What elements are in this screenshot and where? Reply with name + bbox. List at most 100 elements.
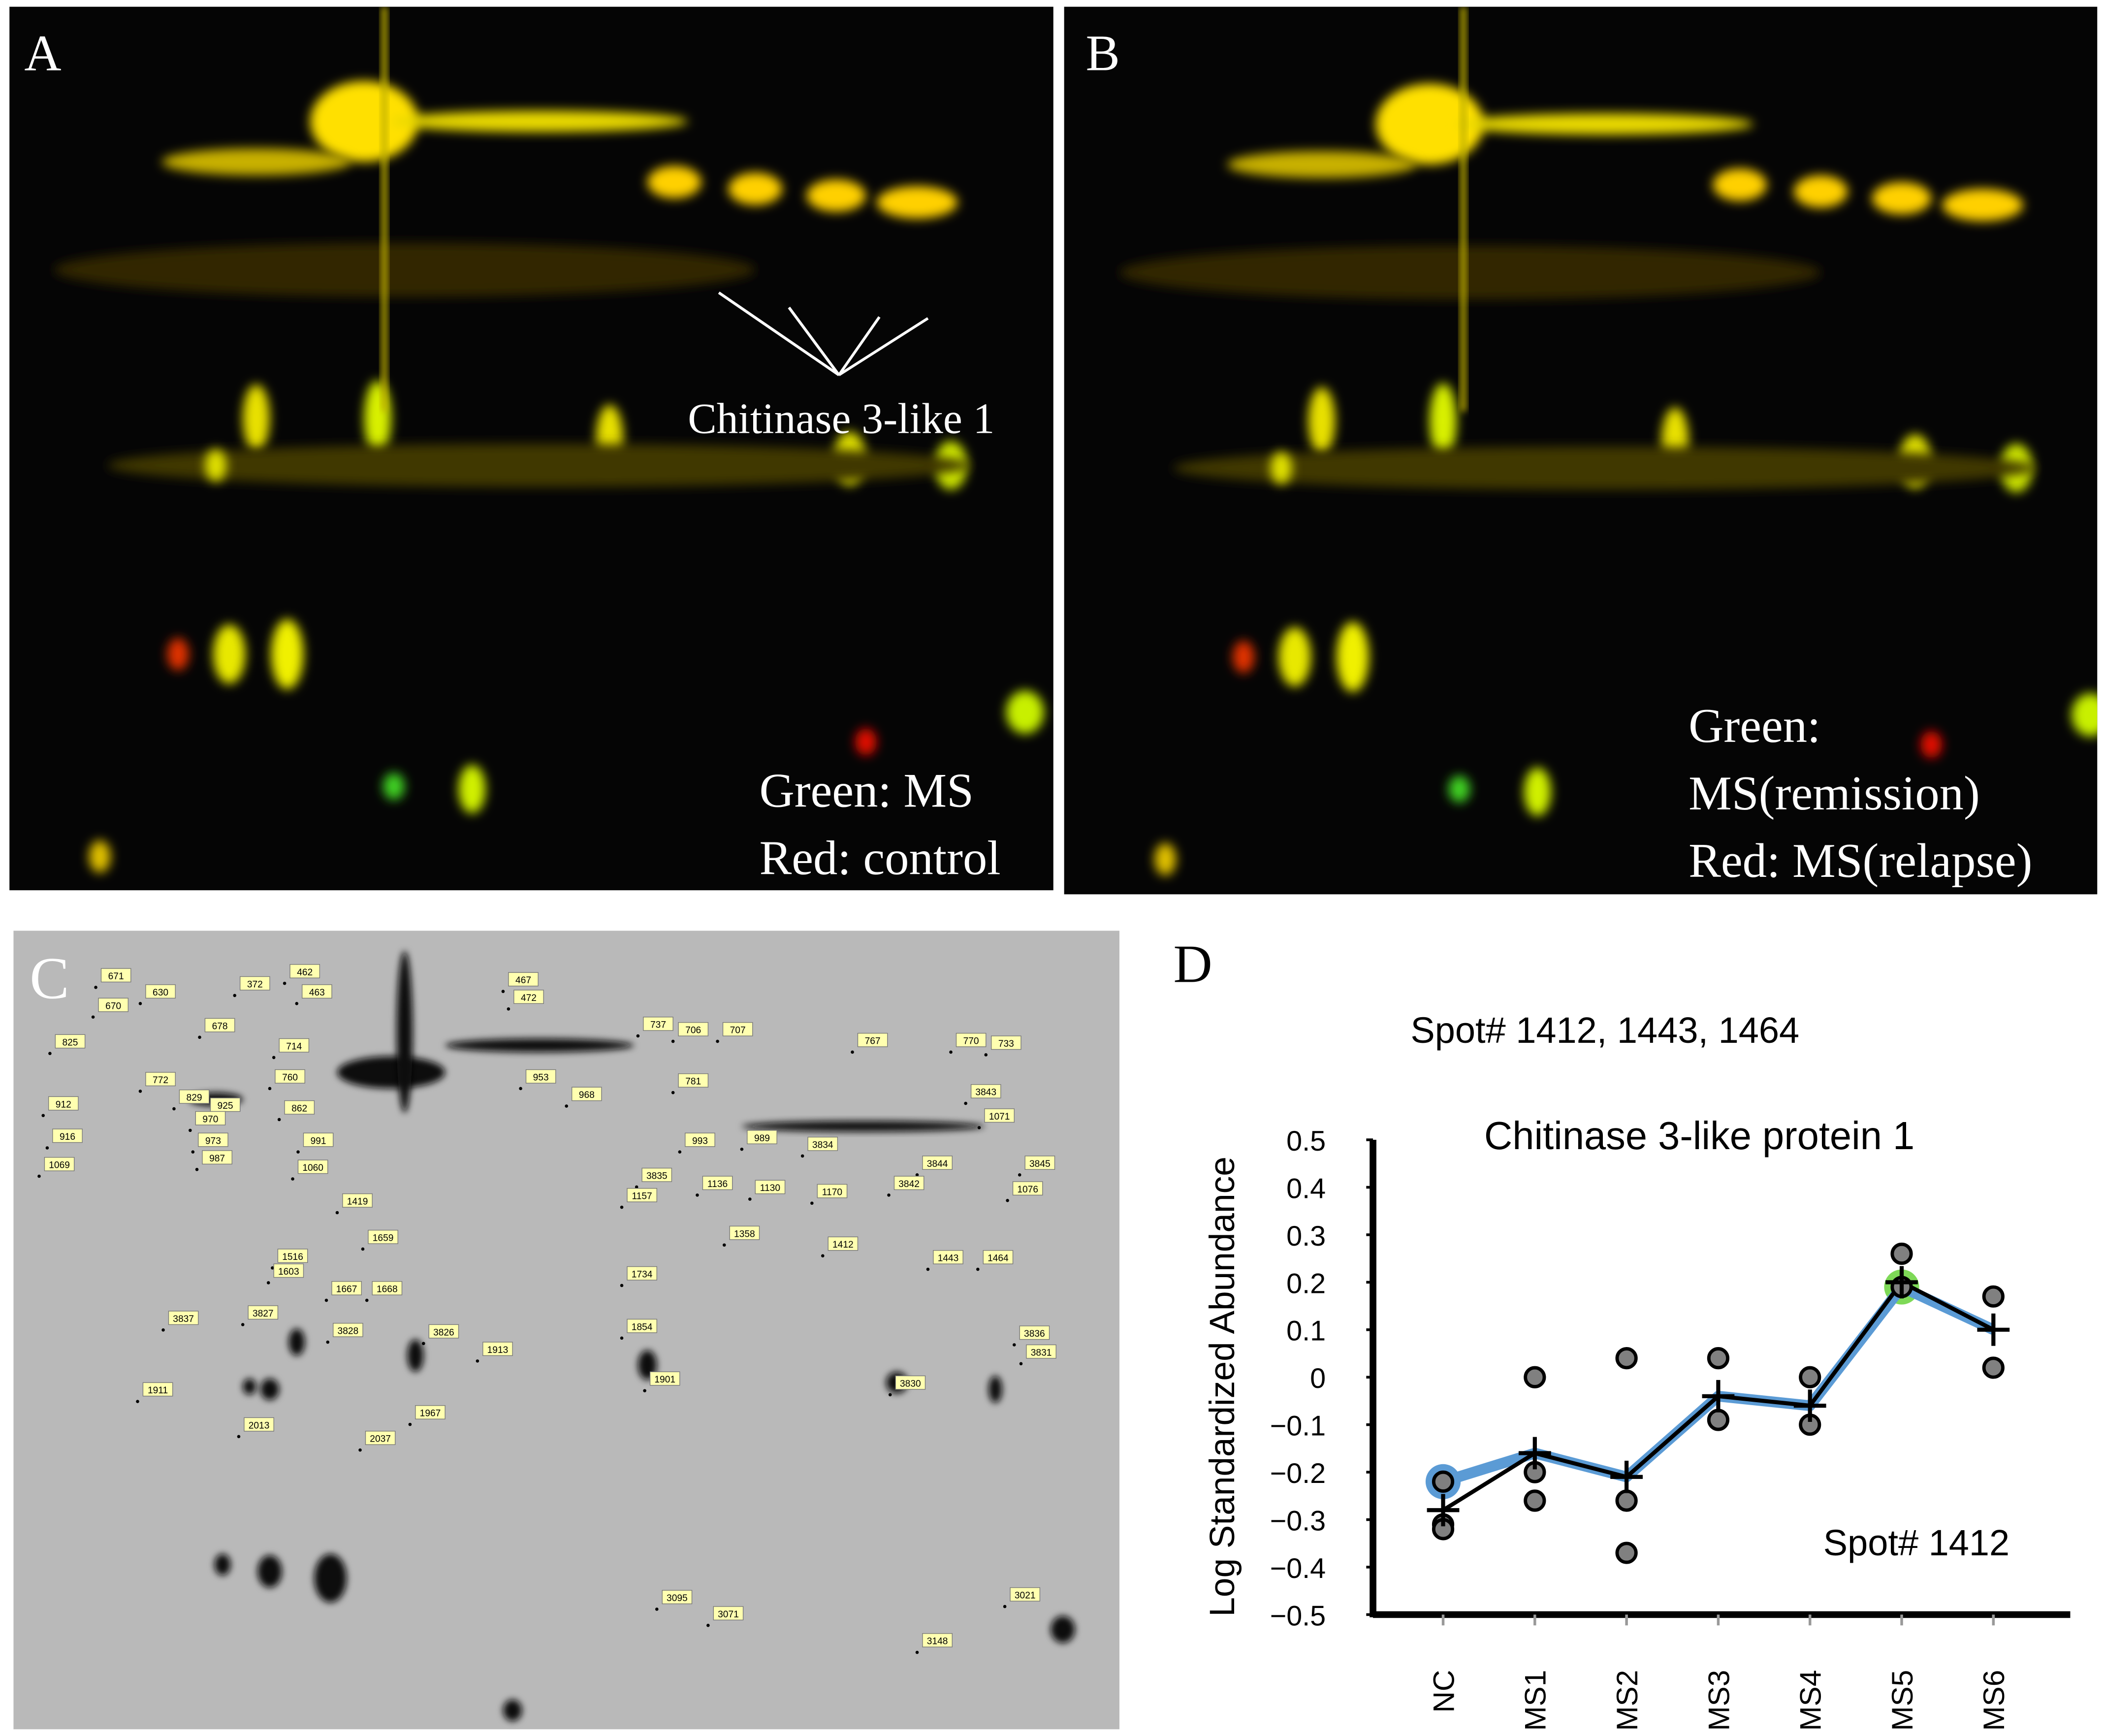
streak (382, 6, 387, 412)
spot-label: 916 (60, 1132, 75, 1142)
spot-marker (655, 1607, 659, 1611)
replicate-dot (1615, 1347, 1638, 1370)
spot-label-box (195, 1111, 226, 1125)
spot-label-box (956, 1032, 987, 1047)
spot-label-box (248, 1305, 279, 1320)
spot-label-box (983, 1250, 1014, 1264)
spot-marker (138, 1090, 142, 1093)
spot-label: 1668 (377, 1285, 398, 1295)
x-tick-label: MS2 (1610, 1670, 1644, 1731)
spot-label: 1967 (420, 1409, 441, 1419)
gel-spot (337, 1056, 446, 1089)
spot-marker (266, 1281, 270, 1285)
spot-label: 772 (153, 1075, 168, 1086)
spot-label-box (641, 1167, 672, 1182)
gel-spot (1006, 690, 1044, 734)
spot-marker (41, 1114, 45, 1118)
spot-marker (272, 1056, 276, 1060)
spot-marker (136, 1400, 139, 1403)
spot-label: 862 (291, 1104, 307, 1114)
replicate-dot (1707, 1347, 1730, 1370)
spot-label: 3843 (975, 1088, 996, 1098)
spot-label-box (508, 972, 539, 987)
gel-spot (391, 110, 688, 132)
spot-marker (37, 1174, 41, 1178)
spot-label: 912 (56, 1099, 71, 1110)
spot-label-box (204, 1018, 235, 1032)
legend-text: Red: control (759, 831, 1000, 885)
spot-label-box (273, 1263, 304, 1278)
spot-marker (476, 1359, 479, 1363)
spot-marker (977, 1126, 981, 1129)
spot-label: 1659 (373, 1233, 394, 1244)
spot-label-box (202, 1150, 232, 1165)
spot-marker (810, 1201, 814, 1205)
spot-marker (926, 1267, 930, 1271)
y-tick-label: −0.1 (1270, 1411, 1326, 1442)
spot-label-box (627, 1266, 657, 1281)
spot-label-box (333, 1322, 363, 1337)
spot-marker (295, 1002, 299, 1005)
gel-spot (167, 638, 189, 671)
spot-label: 1412 (832, 1240, 854, 1250)
spot-label: 760 (282, 1073, 298, 1083)
spot-label: 3071 (718, 1609, 739, 1620)
spot-label: 1358 (734, 1229, 755, 1239)
spot-label-box (893, 1176, 924, 1190)
legend-text: Red: MS(relapse) (1689, 834, 2032, 888)
gel-spot (1337, 622, 1369, 692)
y-tick-label: −0.4 (1270, 1553, 1326, 1584)
spot-label: 3845 (1029, 1159, 1051, 1169)
spot-marker (1006, 1199, 1009, 1202)
spot-marker (748, 1197, 752, 1201)
legend-text: Green: (1689, 699, 1820, 753)
replicate-dot (1524, 1366, 1546, 1388)
spot-label-box (627, 1188, 657, 1202)
spot-label-box (55, 1034, 86, 1049)
spot-label-box (48, 1096, 79, 1111)
gel-spot (54, 243, 756, 297)
gel-spot (310, 81, 418, 162)
spot-label: 1443 (938, 1254, 959, 1264)
gel-spot (257, 1555, 282, 1588)
spot-label: 1464 (988, 1254, 1009, 1264)
spot-marker (915, 1650, 919, 1654)
spot-label: 1076 (1017, 1185, 1038, 1195)
y-tick-label: −0.2 (1270, 1458, 1326, 1489)
spot-label: 970 (202, 1114, 218, 1125)
spot-label: 372 (247, 979, 263, 990)
spot-label-box (145, 984, 176, 999)
spot-label-box (729, 1225, 760, 1240)
spot-label: 463 (309, 988, 325, 998)
spot-label: 3835 (646, 1171, 668, 1182)
spot-marker (358, 1448, 362, 1452)
gel-spot (407, 1339, 424, 1372)
replicate-dot (1982, 1356, 2005, 1379)
gel-spot (243, 1378, 256, 1395)
spot-label: 1071 (989, 1112, 1010, 1122)
gel-spot (1793, 175, 1848, 208)
spot-label-box (98, 997, 128, 1012)
spot-marker (191, 1150, 195, 1154)
spot-marker (268, 1087, 272, 1091)
spot-marker (1019, 1362, 1023, 1366)
gel-spot (1430, 383, 1457, 459)
spot-marker (821, 1254, 825, 1257)
y-tick-label: 0.2 (1286, 1268, 1326, 1299)
panel-label: B (1085, 24, 1119, 81)
panel-label: D (1174, 934, 1212, 994)
spot-label: 670 (105, 1001, 121, 1011)
gel-spot (1872, 182, 1932, 215)
gel-spot (1173, 446, 2037, 490)
spot-marker (1013, 1343, 1016, 1347)
spot-label: 825 (63, 1037, 78, 1048)
spot-marker (172, 1107, 176, 1111)
spot-label-box (713, 1606, 744, 1621)
gel-spot (1920, 731, 1943, 758)
mean-marker (1610, 1460, 1643, 1493)
spot-label: 989 (754, 1133, 770, 1144)
spot-marker (237, 1435, 241, 1439)
spot-marker (887, 1193, 891, 1197)
gel-spot (271, 619, 304, 689)
gel-spot (1375, 83, 1484, 165)
